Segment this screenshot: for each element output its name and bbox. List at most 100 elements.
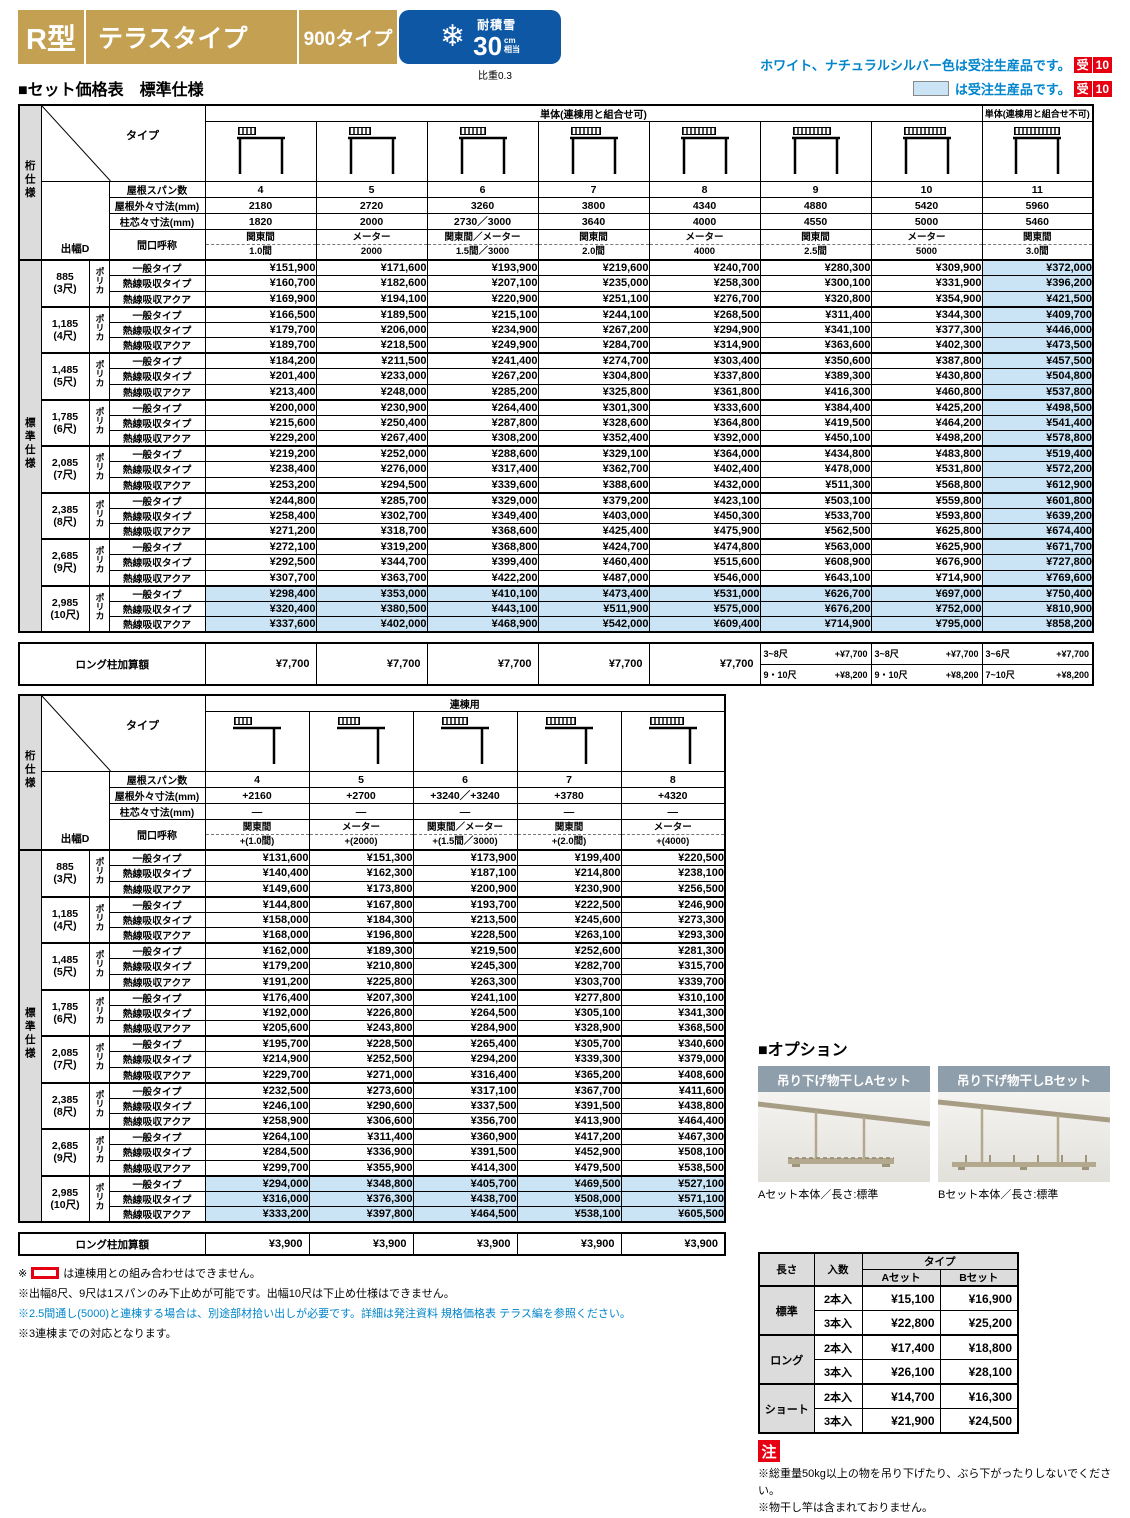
- price-cell: ¥714,900: [870, 569, 983, 586]
- opening-name-top: メーター: [872, 230, 981, 245]
- a-set-price: ¥26,100: [861, 1359, 941, 1385]
- material-cell: ポリカ: [88, 538, 110, 586]
- opening-name-cell: 関東間 +(2.0間): [516, 819, 622, 851]
- price-cell: ¥464,500: [412, 1206, 518, 1223]
- single-price-table-wrap: 桁仕様 タイプ 単体(連棟用と組合せ可) 単体(連棟用と組合せ不可) 出幅D 屋根スパン数…: [18, 104, 1094, 633]
- price-cell: ¥336,900: [308, 1144, 414, 1161]
- price-cell: ¥193,900: [426, 259, 539, 276]
- panel-type-label: 一般タイプ: [108, 259, 206, 276]
- material-label: ポリカ: [94, 267, 105, 295]
- opening-name-bottom: +(1.5間／3000): [432, 836, 498, 847]
- option-cards: 吊り下げ物干しAセット Aセット本体／長さ:標準 吊り下げ物干しBセット: [758, 1066, 1110, 1202]
- type-corner-label: タイプ: [126, 719, 160, 732]
- depth-label: 2,385 (8尺): [40, 1081, 90, 1130]
- panel-type-label: 熱線吸収タイプ: [108, 321, 206, 338]
- length-label: ショート: [758, 1383, 815, 1434]
- price-cell: ¥511,300: [759, 476, 872, 493]
- price-cell: ¥303,700: [516, 973, 622, 990]
- price-cell: ¥199,400: [516, 849, 622, 866]
- price-cell: ¥294,900: [648, 321, 761, 338]
- options-price-row: ロング 2本入 ¥17,400 ¥18,800: [758, 1334, 1019, 1385]
- mto-note-text: ホワイト、ナチュラルシルバー色は受注生産品です。: [760, 58, 1071, 73]
- snow-load-badge: ❄ 耐積雪 30 cm 相当: [399, 10, 561, 64]
- mto-note-line: ホワイト、ナチュラルシルバー色は受注生産品です。受 10: [760, 55, 1112, 74]
- made-to-order-badge: 受 10: [1073, 80, 1112, 97]
- opening-name-cell: 関東間／メーター 1.5間／3000: [426, 229, 539, 261]
- material-cell: ポリカ: [88, 1081, 110, 1130]
- price-row: 標準仕様 885 (3尺) ポリカ 一般タイプ ¥131,600 ¥151,300 ¥173,…: [18, 849, 726, 1223]
- options-price-table: 長さ 入数 タイプ Aセット Bセット 標準 2本入 ¥15,100 ¥16,900 3本入 ¥22…: [758, 1252, 1019, 1434]
- roof-dim-value: +3240／+3240: [412, 787, 518, 804]
- long-pillar-value: ¥7,700: [537, 642, 650, 686]
- price-cell: ¥364,800: [648, 414, 761, 431]
- side-strip-header: 桁仕様: [18, 694, 42, 851]
- pillar-dim-row: 柱芯々寸法(mm) — — — — —: [19, 803, 726, 820]
- price-cell: ¥245,300: [412, 958, 518, 975]
- price-cell: ¥169,900: [204, 290, 317, 307]
- price-cell: ¥213,500: [412, 911, 518, 928]
- price-cell: ¥671,700: [981, 538, 1094, 555]
- price-cell: ¥402,000: [315, 616, 428, 633]
- b-set-price: ¥18,800: [939, 1334, 1019, 1360]
- diagonal-line: [42, 106, 205, 181]
- price-cell: ¥182,600: [315, 275, 428, 292]
- material-cell: ポリカ: [88, 942, 110, 990]
- panel-type-label: 熱線吸収アクア: [108, 1159, 206, 1176]
- price-cell: ¥316,000: [204, 1190, 310, 1207]
- price-cell: ¥315,700: [620, 958, 726, 975]
- price-cell: ¥171,600: [315, 259, 428, 276]
- option-caption-b: Bセット本体／長さ:標準: [938, 1189, 1059, 1201]
- side-strip-body: 標準仕様: [18, 849, 42, 1223]
- price-cell: ¥391,500: [516, 1097, 622, 1114]
- panel-type-label: 一般タイプ: [108, 398, 206, 416]
- price-cell: ¥252,000: [315, 445, 428, 462]
- price-cell: ¥752,000: [870, 600, 983, 617]
- roof-dim-row: 屋根外々寸法(mm) +2160 +2700 +3240／+3240 +3780 +432…: [19, 787, 726, 804]
- price-cell: ¥450,300: [648, 507, 761, 524]
- price-cell: ¥389,300: [759, 368, 872, 385]
- price-cell: ¥229,200: [204, 430, 317, 447]
- type-icon-cell: [204, 711, 310, 772]
- price-cell: ¥399,400: [426, 554, 539, 571]
- standard-spec-side-label: 標準仕様: [23, 1006, 36, 1061]
- price-cell: ¥264,500: [412, 1004, 518, 1021]
- depth-label: 1,185 (4尺): [40, 305, 90, 354]
- footnotes: ※ は連棟用との組み合わせはできません。 ※出幅8尺、9尺は1スパンのみ下止めが可能…: [18, 1264, 631, 1344]
- opening-name-cell: メーター 2000: [315, 229, 428, 261]
- opening-name-cell: 関東間 2.0間: [537, 229, 650, 261]
- price-cell: ¥219,200: [204, 445, 317, 462]
- depth-corner-label: 出幅D: [60, 243, 90, 255]
- price-cell: ¥205,600: [204, 1020, 310, 1037]
- price-cell: ¥674,400: [981, 523, 1094, 540]
- price-cell: ¥317,100: [412, 1081, 518, 1099]
- size-type-badge: 900タイプ: [299, 10, 397, 64]
- length-label: 標準: [758, 1285, 815, 1336]
- header-a-set: Aセット: [861, 1269, 941, 1287]
- price-cell: ¥273,300: [620, 911, 726, 928]
- price-cell: ¥483,800: [870, 445, 983, 462]
- long-pillar-table: ロング柱加算額 ¥7,700 ¥7,700 ¥7,700 ¥7,700 ¥7,700 3~8…: [18, 642, 1094, 686]
- price-cell: ¥388,600: [537, 476, 650, 493]
- roof-span-value: 7: [516, 771, 622, 788]
- roof-span-value: 10: [870, 181, 983, 198]
- price-cell: ¥187,100: [412, 865, 518, 882]
- price-row: 1,185 (4尺) ポリカ 一般タイプ ¥166,500 ¥189,500 ¥215,10…: [19, 305, 1094, 354]
- price-cell: ¥284,700: [537, 337, 650, 354]
- price-cell: ¥498,200: [870, 430, 983, 447]
- panel-type-label: 熱線吸収タイプ: [108, 507, 206, 524]
- price-cell: ¥414,300: [412, 1159, 518, 1176]
- header-length: 長さ: [758, 1252, 815, 1287]
- material-cell: ポリカ: [88, 445, 110, 493]
- row-label-roof-dim: 屋根外々寸法(mm): [108, 197, 206, 214]
- price-cell: ¥267,200: [426, 368, 539, 385]
- price-cell: ¥457,500: [981, 352, 1094, 369]
- price-cell: ¥207,100: [426, 275, 539, 292]
- price-cell: ¥473,500: [981, 337, 1094, 354]
- price-cell: ¥519,400: [981, 445, 1094, 462]
- long-pillar-split-bottom: 9・10尺 +¥8,200: [872, 664, 981, 684]
- price-cell: ¥250,400: [315, 414, 428, 431]
- opening-name-top: 関東間: [761, 230, 870, 245]
- price-row: 1,485 (5尺) ポリカ 一般タイプ ¥184,200 ¥211,500 ¥241,40…: [19, 352, 1094, 400]
- header-type: タイプ: [861, 1252, 1019, 1270]
- price-cell: ¥424,700: [537, 538, 650, 555]
